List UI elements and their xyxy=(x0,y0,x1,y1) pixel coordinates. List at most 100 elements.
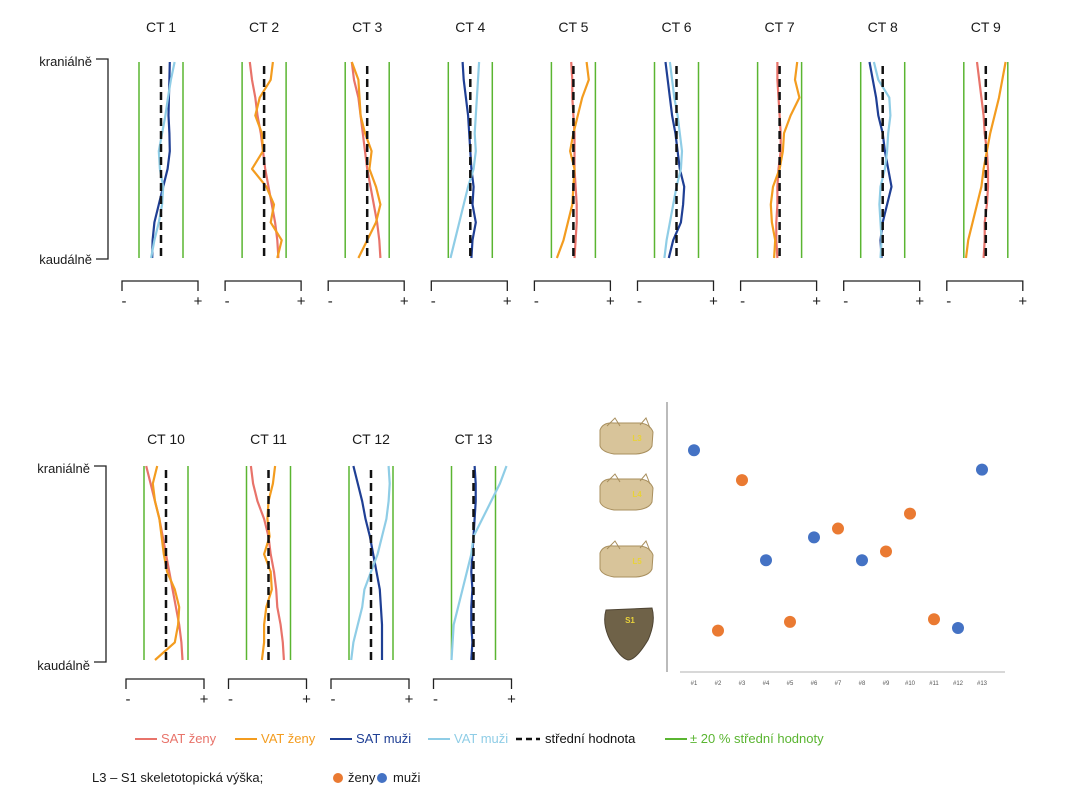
panel-ct-3: CT 3 - + xyxy=(327,19,409,310)
panel-ct-6: CT 6 - + xyxy=(636,19,718,310)
series-vat-m xyxy=(150,61,176,259)
svg-text:L5: L5 xyxy=(632,557,642,566)
panel-ct-11: CT 11 - + xyxy=(227,431,311,708)
value-bracket xyxy=(330,678,410,689)
plus-label: + xyxy=(297,293,306,310)
plus-label: + xyxy=(812,293,821,310)
caudal-label-top: kaudálně xyxy=(39,252,92,267)
minus-label: - xyxy=(331,691,336,708)
series-vat-f xyxy=(250,61,283,259)
value-bracket xyxy=(843,280,921,291)
panel-title: CT 10 xyxy=(147,431,185,447)
legend: SAT ženy VAT ženy SAT muži VAT muži stře… xyxy=(92,731,824,785)
panel-ct-4: CT 4 - + xyxy=(430,19,512,310)
male-point xyxy=(808,531,820,544)
value-bracket xyxy=(946,280,1024,291)
series-sat-m xyxy=(664,61,686,259)
plus-label: + xyxy=(405,691,414,708)
plus-label: + xyxy=(507,691,516,708)
value-bracket xyxy=(327,280,405,291)
series-vat-m xyxy=(449,61,481,259)
panel-title: CT 11 xyxy=(250,431,287,447)
panel-title: CT 1 xyxy=(146,19,176,35)
svg-text:S1: S1 xyxy=(625,616,635,625)
axis-bracket-top xyxy=(96,58,109,260)
plus-label: + xyxy=(915,293,924,310)
cranial-label-bottom: kraniálně xyxy=(37,461,90,476)
plus-label: + xyxy=(200,691,209,708)
plus-label: + xyxy=(1018,293,1027,310)
scatter-tick: #12 xyxy=(953,681,964,687)
scatter-tick: #13 xyxy=(977,681,988,687)
skeletotopic-scatter: L3 L4 L5 S1 #1 #2 #3 #4 #5 #6 #7 #8 #9 #10 #11 #12 #… xyxy=(599,402,1005,687)
panel-ct-5: CT 5 - + xyxy=(533,19,615,310)
series-vat-m xyxy=(663,61,684,259)
scatter-tick-labels: #1 #2 #3 #4 #5 #6 #7 #8 #9 #10 #11 #12 #13 xyxy=(691,681,988,687)
scatter-tick: #2 xyxy=(715,681,722,687)
scatter-tick: #4 xyxy=(763,681,770,687)
minus-label: - xyxy=(946,293,951,310)
vertebra-l4-icon: L4 xyxy=(599,473,654,511)
series-vat-m xyxy=(450,465,508,661)
legend-vat-m: VAT muži xyxy=(454,731,508,746)
minus-label: - xyxy=(433,691,438,708)
female-point xyxy=(904,507,916,520)
panel-ct-8: CT 8 - + xyxy=(843,19,924,310)
scatter-tick: #9 xyxy=(883,681,890,687)
scatter-tick: #1 xyxy=(691,681,698,687)
panel-ct-10: CT 10 - + xyxy=(125,431,209,708)
panel-title: CT 12 xyxy=(352,431,390,447)
panel-title: CT 8 xyxy=(868,19,898,35)
legend-dot-male xyxy=(377,773,387,783)
value-bracket xyxy=(227,678,308,689)
series-sat-f xyxy=(249,465,285,661)
scatter-points xyxy=(688,444,988,637)
profile-panels: CT 1- +CT 2- +CT 3- +CT 4- +CT 5- +CT 6- +CT 7… xyxy=(121,19,1027,708)
panel-ct-13: CT 13 - + xyxy=(432,431,516,708)
series-sat-m xyxy=(470,465,477,661)
female-point xyxy=(736,474,748,487)
vertebra-l5-icon: L5 xyxy=(599,540,654,578)
value-bracket xyxy=(430,280,508,291)
legend-sat-m: SAT muži xyxy=(356,731,411,746)
series-vat-f xyxy=(350,61,382,259)
male-point xyxy=(952,622,964,634)
caudal-label-bottom: kaudálně xyxy=(37,658,90,673)
panel-title: CT 3 xyxy=(352,19,382,35)
panel-title: CT 13 xyxy=(455,431,493,447)
value-bracket xyxy=(432,678,513,689)
panel-ct-1: CT 1 - + xyxy=(121,19,203,310)
plus-label: + xyxy=(606,293,615,310)
value-bracket xyxy=(739,280,818,291)
series-vat-m xyxy=(872,61,892,259)
scatter-tick: #5 xyxy=(787,681,794,687)
female-point xyxy=(712,624,724,637)
panel-title: CT 7 xyxy=(765,19,795,35)
panel-title: CT 9 xyxy=(971,19,1001,35)
female-point xyxy=(832,522,844,535)
legend-mean: střední hodnota xyxy=(545,731,636,746)
minus-label: - xyxy=(228,691,233,708)
vertebra-l3-icon: L3 xyxy=(599,417,654,455)
scatter-tick: #10 xyxy=(905,681,916,687)
plus-label: + xyxy=(503,293,512,310)
panel-title: CT 5 xyxy=(558,19,588,35)
panel-title: CT 4 xyxy=(455,19,485,35)
series-vat-m xyxy=(350,465,391,661)
panel-ct-7: CT 7 - + xyxy=(739,19,821,310)
value-bracket xyxy=(121,280,199,291)
plus-label: + xyxy=(709,293,718,310)
legend-scatter-prefix: L3 – S1 skeletotopická výška; xyxy=(92,770,263,785)
series-sat-m xyxy=(352,465,384,660)
scatter-tick: #6 xyxy=(811,681,818,687)
legend-vat-f: VAT ženy xyxy=(261,731,316,746)
male-point xyxy=(688,444,700,457)
panel-ct-9: CT 9 - + xyxy=(946,19,1027,310)
scatter-tick: #3 xyxy=(739,681,746,687)
value-bracket xyxy=(224,280,302,291)
male-point xyxy=(856,554,868,567)
svg-text:L3: L3 xyxy=(632,434,642,443)
panel-ct-12: CT 12 - + xyxy=(330,431,414,708)
plus-label: + xyxy=(302,691,311,708)
series-vat-f xyxy=(769,61,801,259)
